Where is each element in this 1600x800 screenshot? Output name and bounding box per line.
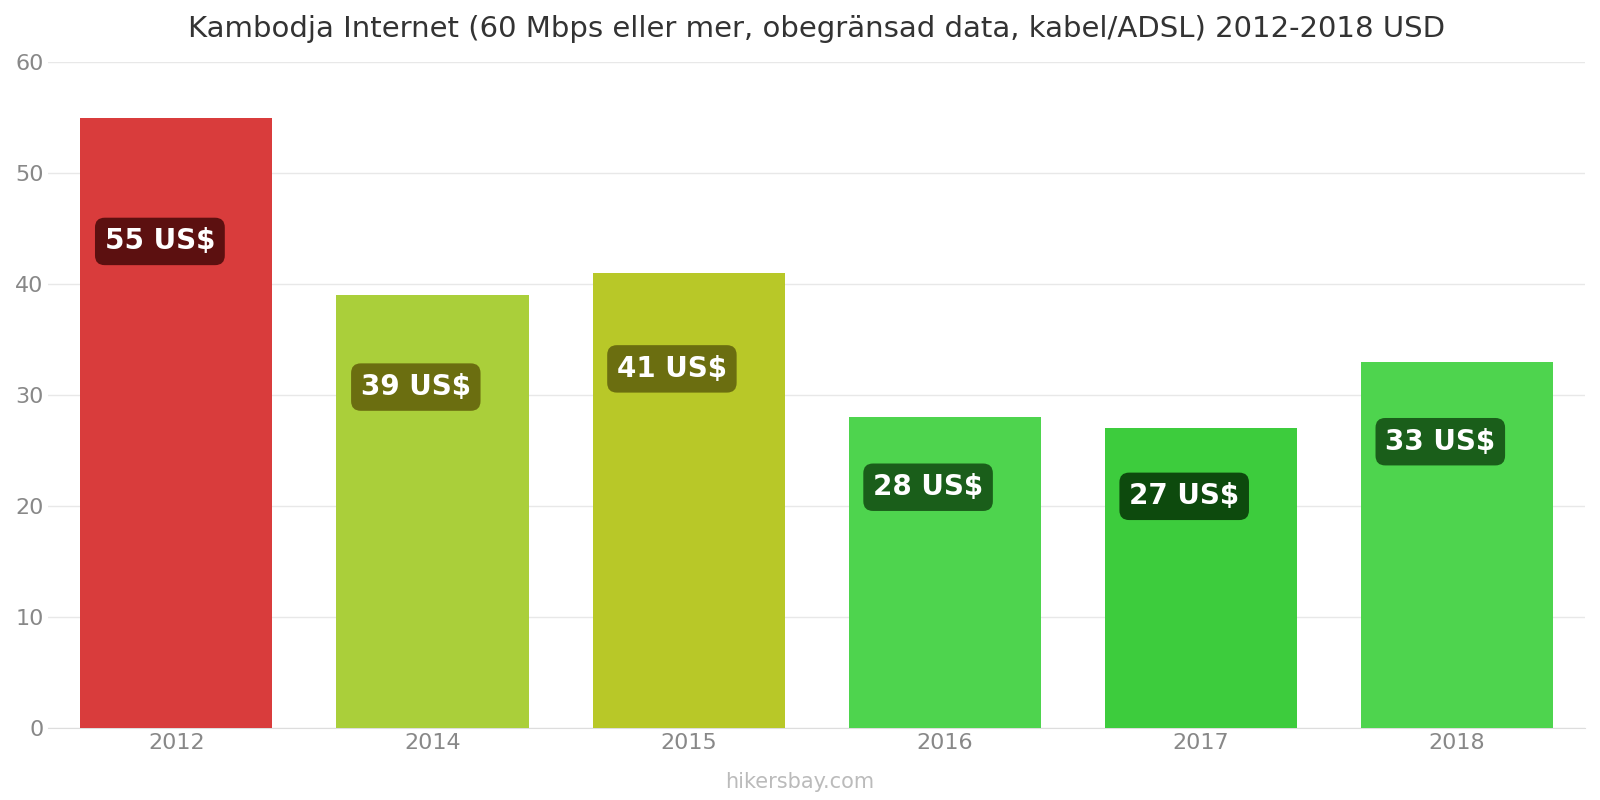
Text: hikersbay.com: hikersbay.com [725, 772, 875, 792]
Title: Kambodja Internet (60 Mbps eller mer, obegränsad data, kabel/ADSL) 2012-2018 USD: Kambodja Internet (60 Mbps eller mer, ob… [189, 15, 1445, 43]
Bar [592, 273, 784, 728]
Bar [80, 118, 272, 728]
Bar [848, 418, 1040, 728]
Bar [336, 295, 528, 728]
Text: 28 US$: 28 US$ [874, 474, 982, 502]
Text: 39 US$: 39 US$ [362, 373, 470, 401]
Text: 41 US$: 41 US$ [618, 355, 726, 383]
Bar [1106, 428, 1298, 728]
Text: 27 US$: 27 US$ [1130, 482, 1240, 510]
Text: 33 US$: 33 US$ [1386, 428, 1496, 456]
Bar [1362, 362, 1554, 728]
Text: 55 US$: 55 US$ [104, 227, 214, 255]
